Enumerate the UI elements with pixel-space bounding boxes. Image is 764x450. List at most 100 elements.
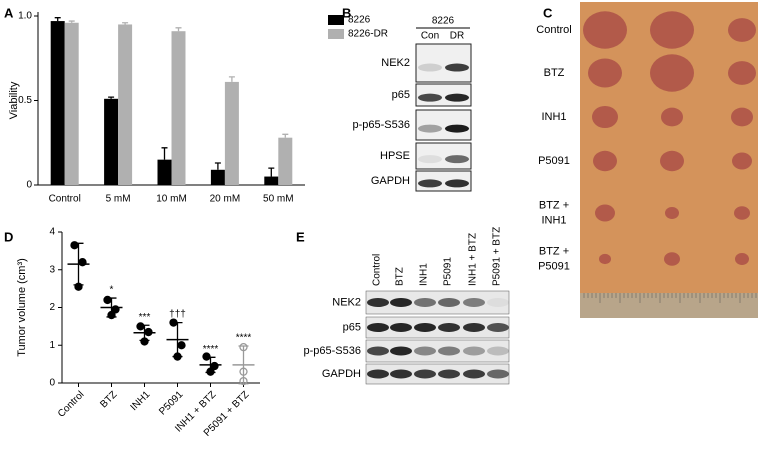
- tumor: [660, 150, 684, 172]
- blot-band: [418, 155, 442, 164]
- blot-band: [445, 179, 469, 188]
- row-label: Control: [536, 24, 571, 36]
- panel-label: E: [296, 229, 305, 244]
- tumor: [593, 150, 617, 172]
- blot-band: [367, 346, 389, 356]
- error-bar: [161, 147, 168, 160]
- panel-label: A: [4, 5, 14, 20]
- blot-band: [487, 346, 509, 356]
- legend-label: 8226-DR: [348, 29, 388, 40]
- row-label: INH1: [541, 214, 566, 226]
- ruler: [580, 293, 758, 318]
- row-label: p-p65-S536: [304, 345, 362, 357]
- error-bar: [268, 167, 275, 177]
- blot-band: [487, 369, 509, 379]
- data-point: [140, 337, 149, 346]
- blot-band: [390, 346, 412, 356]
- tumor: [588, 58, 622, 88]
- x-tick-label: BTZ: [98, 389, 119, 410]
- blot-band: [390, 323, 412, 332]
- data-point: [202, 352, 211, 361]
- y-tick-label: 2: [49, 302, 55, 313]
- x-tick-label: P5091: [157, 389, 186, 418]
- blot-band: [418, 63, 442, 72]
- blot-band: [438, 369, 460, 379]
- x-tick-label: 20 mM: [210, 194, 241, 205]
- data-point: [210, 361, 219, 371]
- y-tick-label: 4: [49, 227, 55, 238]
- bar: [104, 98, 119, 185]
- blot-band: [414, 369, 436, 379]
- row-label: BTZ: [544, 67, 565, 79]
- data-point: [70, 241, 79, 250]
- x-tick-label: 5 mM: [106, 194, 131, 205]
- bar: [64, 22, 79, 186]
- data-point: [239, 376, 248, 386]
- bar: [264, 176, 279, 185]
- y-tick-label: 0: [49, 378, 55, 389]
- tumor: [728, 61, 756, 85]
- bar: [278, 137, 293, 185]
- row-label: p-p65-S536: [353, 119, 411, 131]
- blot-band: [487, 298, 509, 307]
- tumor: [664, 252, 680, 266]
- significance: *: [110, 285, 114, 296]
- x-tick-label: INH1: [129, 389, 153, 413]
- legend-label: 8226: [348, 15, 371, 26]
- bar: [224, 81, 239, 185]
- error-bar: [54, 17, 61, 22]
- blot-band: [445, 63, 469, 72]
- significance: †††: [169, 309, 186, 320]
- data-point: [74, 282, 83, 291]
- significance: ****: [203, 344, 219, 355]
- bar: [210, 169, 225, 185]
- blot-band: [438, 346, 460, 356]
- blot-band: [438, 298, 460, 307]
- row-label: GAPDH: [322, 368, 361, 380]
- data-point: [111, 305, 120, 314]
- tumor: [735, 253, 749, 265]
- tumor: [592, 105, 618, 129]
- blot-band: [438, 323, 460, 332]
- blot-band: [414, 323, 436, 332]
- row-label: P5091: [538, 260, 570, 272]
- row-label: INH1: [541, 111, 566, 123]
- error-bar: [214, 162, 221, 170]
- error-bar: [122, 22, 129, 25]
- error-bar: [108, 96, 115, 99]
- lane-label: P5091: [443, 257, 454, 286]
- legend-swatch: [328, 15, 344, 25]
- error-bar: [282, 133, 289, 138]
- blot-band: [487, 323, 509, 332]
- data-point: [177, 341, 186, 350]
- lane-label: P5091 + BTZ: [492, 227, 503, 286]
- blot-frame: [415, 43, 472, 83]
- row-label: NEK2: [381, 57, 410, 69]
- blot-band: [390, 369, 412, 379]
- x-tick-label: 50 mM: [263, 194, 294, 205]
- y-tick-label: 0.5: [18, 95, 32, 106]
- blot-band: [418, 93, 442, 102]
- bar: [118, 24, 133, 186]
- data-point: [103, 295, 112, 305]
- blot-frame: [365, 290, 510, 315]
- data-point: [144, 327, 153, 337]
- row-label: p65: [343, 321, 361, 333]
- blot-frame: [415, 109, 472, 141]
- blot-band: [463, 323, 485, 332]
- blot-band: [367, 369, 389, 379]
- tumor: [728, 18, 756, 42]
- y-axis-label: Viability: [8, 81, 20, 119]
- error-bar: [175, 27, 182, 32]
- tumor: [650, 54, 694, 92]
- cell-line: 8226: [432, 16, 455, 27]
- blot-band: [414, 346, 436, 356]
- panel-label: C: [543, 5, 553, 20]
- blot-band: [390, 298, 412, 307]
- blot-band: [367, 323, 389, 332]
- y-tick-label: 0: [26, 180, 32, 191]
- row-label: GAPDH: [371, 175, 410, 187]
- y-axis-label: Tumor volume (cm³): [16, 258, 28, 357]
- x-tick-label: 10 mM: [156, 194, 187, 205]
